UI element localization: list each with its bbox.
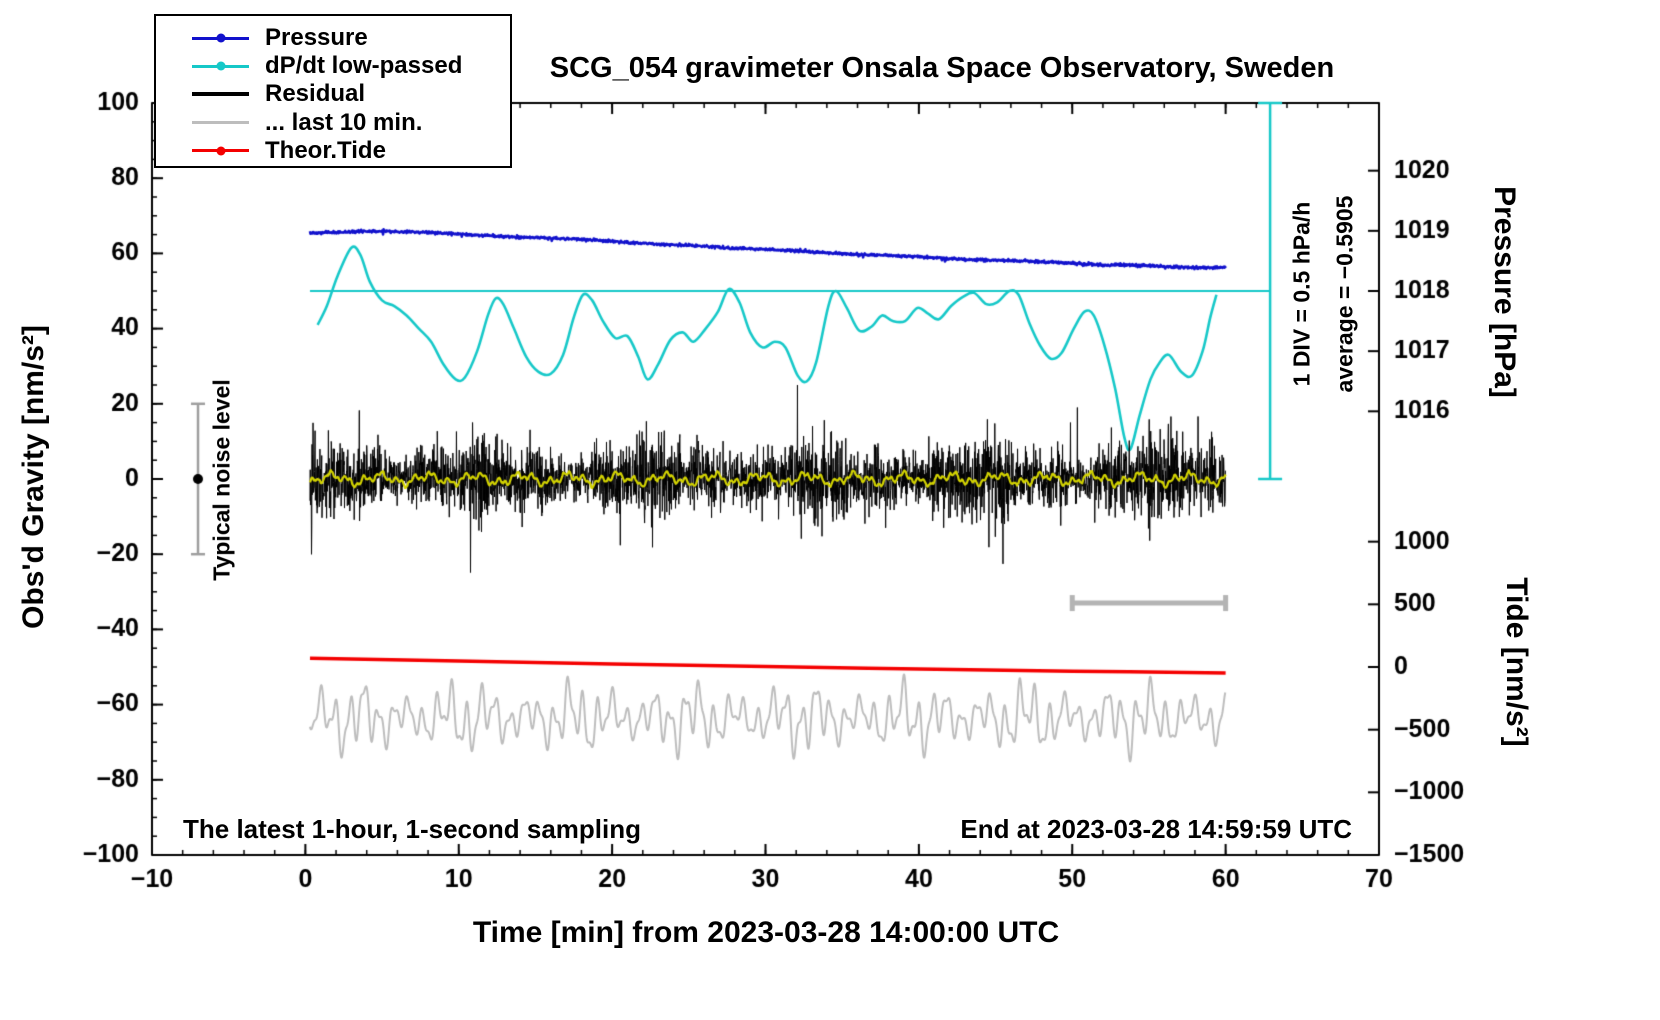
theortide-line-icon [192,146,249,156]
legend-item-last10: ... last 10 min. [192,109,510,137]
legend-label: ... last 10 min. [265,108,423,136]
residual-line-icon [192,92,249,97]
div-scale-label: 1 DIV = 0.5 hPa/h [1288,201,1315,387]
noise-level-label: Typical noise level [208,379,235,581]
legend: Pressure dP/dt low-passed Residual ... l… [154,14,512,168]
legend-item-theortide: Theor.Tide [192,137,510,165]
pressure-axis-label: Pressure [hPa] [1488,186,1521,398]
y-axis-label: Obs'd Gravity [nm/s²] [17,325,50,629]
dpdt-line-icon [192,61,249,71]
theortide-dot-icon [216,146,225,156]
page-title: SCG_054 gravimeter Onsala Space Observat… [549,52,1335,84]
legend-label: dP/dt low-passed [265,52,463,80]
legend-item-residual: Residual [192,80,510,108]
legend-label: Theor.Tide [265,136,386,164]
last10-line-icon [192,121,249,125]
legend-item-pressure: Pressure [192,24,510,52]
end-time-note: End at 2023-03-28 14:59:59 UTC [960,814,1352,844]
legend-label: Residual [265,80,366,108]
tide-axis-label: Tide [nm/s²] [1500,577,1533,747]
x-axis-label: Time [min] from 2023-03-28 14:00:00 UTC [472,916,1060,949]
dpdt-dot-icon [216,61,225,71]
legend-item-dpdt: dP/dt low-passed [192,52,510,80]
pressure-line-icon [192,33,249,43]
pressure-dot-icon [216,33,225,43]
legend-label: Pressure [265,24,368,52]
average-label: average = −0.5905 [1331,195,1358,393]
sampling-note: The latest 1-hour, 1-second sampling [183,814,641,844]
